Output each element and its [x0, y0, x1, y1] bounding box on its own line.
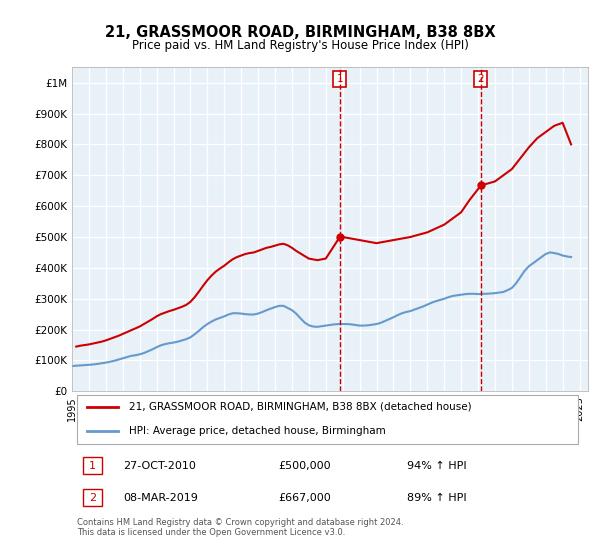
Text: 27-OCT-2010: 27-OCT-2010 [124, 461, 196, 470]
FancyBboxPatch shape [77, 395, 578, 444]
Text: HPI: Average price, detached house, Birmingham: HPI: Average price, detached house, Birm… [129, 426, 386, 436]
Text: 1: 1 [337, 74, 343, 83]
FancyBboxPatch shape [83, 489, 102, 506]
Text: £667,000: £667,000 [278, 493, 331, 503]
Text: 08-MAR-2019: 08-MAR-2019 [124, 493, 199, 503]
Text: 1: 1 [89, 461, 96, 470]
Text: 21, GRASSMOOR ROAD, BIRMINGHAM, B38 8BX (detached house): 21, GRASSMOOR ROAD, BIRMINGHAM, B38 8BX … [129, 402, 472, 412]
Text: 94% ↑ HPI: 94% ↑ HPI [407, 461, 467, 470]
Text: 2: 2 [89, 493, 96, 503]
Text: 2: 2 [478, 74, 484, 83]
Text: Price paid vs. HM Land Registry's House Price Index (HPI): Price paid vs. HM Land Registry's House … [131, 39, 469, 52]
FancyBboxPatch shape [83, 458, 102, 474]
Text: 89% ↑ HPI: 89% ↑ HPI [407, 493, 467, 503]
Text: £500,000: £500,000 [278, 461, 331, 470]
Text: Contains HM Land Registry data © Crown copyright and database right 2024.
This d: Contains HM Land Registry data © Crown c… [77, 518, 404, 538]
Text: 21, GRASSMOOR ROAD, BIRMINGHAM, B38 8BX: 21, GRASSMOOR ROAD, BIRMINGHAM, B38 8BX [104, 25, 496, 40]
